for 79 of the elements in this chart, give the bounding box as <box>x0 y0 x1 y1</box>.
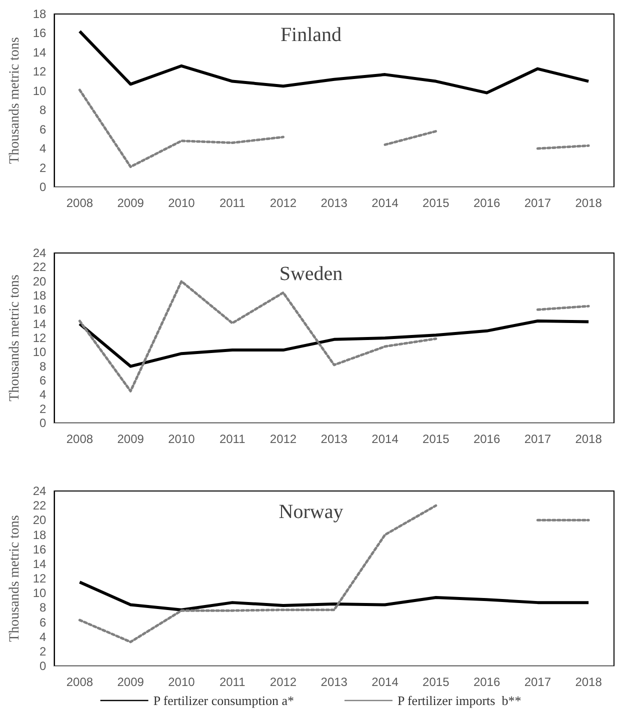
line-series <box>78 320 590 368</box>
y-tick-label: 2 <box>40 644 47 658</box>
x-tick-label: 2010 <box>168 432 196 446</box>
y-tick-label: 18 <box>32 7 47 21</box>
x-tick-label: 2009 <box>117 196 144 210</box>
x-tick-label: 2016 <box>473 432 500 446</box>
x-tick-label: 2012 <box>270 196 297 210</box>
x-tick-label: 2013 <box>320 432 348 446</box>
x-tick-label: 2009 <box>117 432 144 446</box>
line-series <box>78 580 590 612</box>
x-tick-label: 2017 <box>524 196 552 210</box>
y-tick-label: 18 <box>32 288 47 302</box>
x-tick-label: 2018 <box>575 675 602 689</box>
y-tick-label: 10 <box>32 84 47 98</box>
y-tick-label: 10 <box>32 345 47 360</box>
y-tick-label: 22 <box>32 260 47 274</box>
y-tick-label: 2 <box>40 402 47 416</box>
x-tick-label: 2014 <box>372 675 399 689</box>
y-tick-label: 8 <box>40 103 47 118</box>
y-tick-label: 16 <box>32 542 47 556</box>
y-tick-label: 6 <box>40 122 47 136</box>
y-tick-label: 8 <box>40 600 47 615</box>
x-tick-label: 2008 <box>66 196 94 210</box>
y-tick-label: 16 <box>32 302 47 317</box>
y-tick-label: 0 <box>40 416 47 430</box>
x-tick-label: 2008 <box>66 432 94 446</box>
x-tick-label: 2017 <box>524 432 552 446</box>
x-tick-label: 2016 <box>473 196 500 210</box>
y-axis-title: Thousands metric tons <box>8 37 22 164</box>
y-tick-label: 6 <box>40 615 47 630</box>
x-tick-label: 2014 <box>372 196 399 210</box>
y-tick-label: 20 <box>32 513 47 528</box>
x-tick-label: 2009 <box>117 675 144 689</box>
y-axis-title: Thousands metric tons <box>8 515 22 642</box>
y-tick-label: 22 <box>32 498 47 513</box>
y-tick-label: 16 <box>32 26 47 40</box>
y-tick-label: 12 <box>32 331 47 345</box>
y-tick-label: 2 <box>40 160 47 175</box>
x-tick-label: 2015 <box>422 196 450 210</box>
x-tick-label: 2013 <box>320 675 348 689</box>
y-tick-label: 0 <box>40 180 47 194</box>
x-tick-label: 2011 <box>219 196 246 210</box>
legend-label: P fertilizer imports b** <box>397 693 522 708</box>
x-tick-label: 2013 <box>320 196 348 210</box>
text: Finland <box>280 24 342 46</box>
legend-label: P fertilizer consumption a* <box>153 693 294 708</box>
y-tick-label: 24 <box>32 484 47 498</box>
x-tick-label: 2011 <box>219 432 246 446</box>
x-tick-label: 2016 <box>473 675 500 689</box>
y-tick-label: 14 <box>32 556 47 571</box>
y-axis-title: Thousands metric tons <box>8 274 22 402</box>
x-tick-label: 2015 <box>422 432 450 446</box>
x-tick-label: 2015 <box>422 675 450 689</box>
y-tick-label: 4 <box>40 630 47 644</box>
y-tick-label: 0 <box>40 659 47 673</box>
y-tick-label: 4 <box>40 142 47 156</box>
x-tick-label: 2014 <box>372 432 399 446</box>
x-tick-label: 2010 <box>168 196 196 210</box>
x-tick-label: 2017 <box>524 675 552 689</box>
y-tick-label: 6 <box>40 374 47 388</box>
x-tick-label: 2012 <box>270 432 297 446</box>
x-tick-label: 2018 <box>575 196 602 210</box>
y-tick-label: 14 <box>32 316 47 331</box>
text: Sweden <box>279 263 343 285</box>
y-tick-label: 24 <box>32 246 47 260</box>
y-tick-label: 12 <box>32 64 47 79</box>
y-tick-label: 10 <box>32 586 47 600</box>
x-tick-label: 2010 <box>168 675 196 689</box>
y-tick-label: 14 <box>32 45 47 60</box>
x-tick-label: 2011 <box>219 675 246 689</box>
text: Norway <box>278 501 344 523</box>
x-tick-label: 2018 <box>575 432 602 446</box>
y-tick-label: 8 <box>40 359 47 374</box>
y-tick-label: 18 <box>32 528 47 542</box>
x-tick-label: 2012 <box>270 675 297 689</box>
y-tick-label: 12 <box>32 572 47 586</box>
y-tick-label: 4 <box>40 388 47 402</box>
x-tick-label: 2008 <box>66 675 94 689</box>
y-tick-label: 20 <box>32 274 47 288</box>
